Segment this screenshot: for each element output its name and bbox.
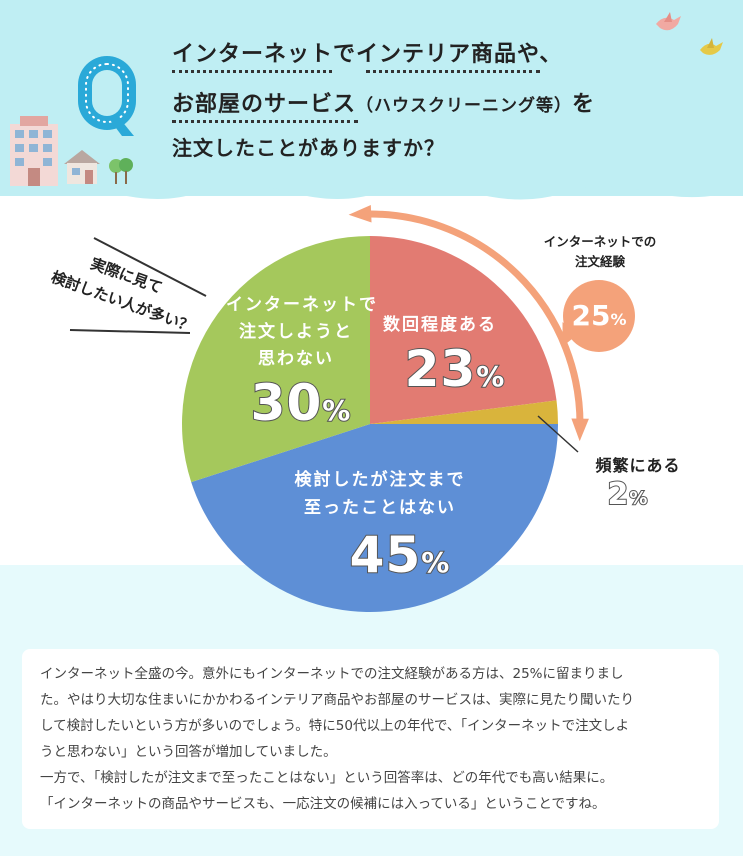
slice-value-blue-number: 45 (349, 526, 422, 584)
question-line-3: 注文したことがありますか？ (172, 136, 445, 160)
dotted-underline (172, 70, 332, 73)
combined-annotation-line2: 注文経験 (574, 254, 625, 269)
header-wave (0, 170, 743, 200)
combined-value: 25% (563, 296, 635, 340)
yellow-bird-icon (700, 38, 723, 55)
slice-label-green-line1: インターネットで (226, 295, 378, 315)
slice-label-blue-line1: 検討したが注文まで (294, 470, 466, 490)
pie-slice-blue (191, 424, 559, 612)
slice-value-green-number: 30 (250, 374, 323, 432)
question-line-2-main: お部屋のサービス (172, 92, 357, 117)
side-note-lines (69, 237, 207, 334)
slice-value-red: 23% (390, 343, 520, 395)
combined-value-bubble (563, 280, 635, 352)
summary-text-box: インターネット全盛の今。意外にもインターネットでの注文経験がある方は、25%に留… (22, 649, 719, 829)
summary-line: た。やはり大切な住まいにかかわるインテリア商品やお部屋のサービスは、実際に見たり… (40, 692, 634, 708)
slice-label-green-line3: 思わない (258, 349, 334, 369)
percent-sign: % (321, 394, 352, 427)
arrow-head-start-icon (348, 205, 372, 223)
slice-value-blue: 45% (330, 529, 470, 581)
orange-arrow-arc (358, 210, 584, 432)
combined-value-number: 25 (571, 299, 611, 332)
question-line-1: インターネットでインテリア商品や、 (172, 42, 563, 67)
combined-annotation-line1: インターネットでの (543, 234, 657, 249)
apartment-building-icon (10, 116, 58, 186)
slice-value-yellow-number: 2 (607, 477, 630, 512)
house-icon (64, 150, 100, 184)
question-line-2: お部屋のサービス（ハウスクリーニング等）を (172, 86, 595, 118)
summary-line: 「インターネットの商品やサービスも、一応注文の候補には入っている」ということです… (40, 796, 606, 812)
summary-line: して検討したいという方が多いのでしょう。特に50代以上の年代で、「インターネット… (40, 718, 630, 734)
percent-sign: % (475, 360, 506, 393)
slice-label-yellow: 頻繁にある (595, 456, 681, 475)
pie-chart (69, 205, 589, 612)
arrow-head-end-icon (571, 418, 589, 442)
q-badge-icon (78, 56, 136, 136)
slice-value-green: 30% (236, 377, 366, 429)
percent-sign: % (610, 310, 627, 329)
pie-slice-red (370, 236, 557, 424)
slice-label-blue-line2: 至ったことはない (304, 498, 456, 518)
pie-slice-green (181, 236, 370, 483)
question-line-2-tail: を (572, 92, 596, 117)
percent-sign: % (420, 546, 451, 579)
dotted-underline (172, 120, 358, 123)
slice-label-red: 数回程度ある (383, 315, 497, 335)
yellow-leader-line (537, 415, 579, 453)
summary-line: うと思わない」という回答が増加していました。 (40, 744, 337, 760)
slice-label-green: インターネットで 注文しようと 思わない (226, 292, 378, 373)
pie-slice-yellow (370, 400, 558, 424)
slice-value-red-number: 23 (404, 340, 477, 398)
slice-label-green-line2: 注文しようと (239, 322, 353, 342)
question-line-2-paren: （ハウスクリーニング等） (356, 96, 573, 116)
combined-annotation-label: インターネットでの 注文経験 (538, 232, 662, 272)
slice-value-yellow: 2% (598, 477, 658, 512)
dotted-underline (366, 70, 540, 73)
summary-line: 一方で、「検討したが注文まで至ったことはない」という回答率は、どの年代でも高い結… (40, 770, 614, 786)
pink-bird-icon (656, 12, 681, 31)
tree-icon (109, 158, 133, 184)
percent-sign: % (628, 488, 649, 509)
slice-label-blue: 検討したが注文まで 至ったことはない (280, 466, 480, 522)
summary-line: インターネット全盛の今。意外にもインターネットでの注文経験がある方は、25%に留… (40, 666, 624, 682)
